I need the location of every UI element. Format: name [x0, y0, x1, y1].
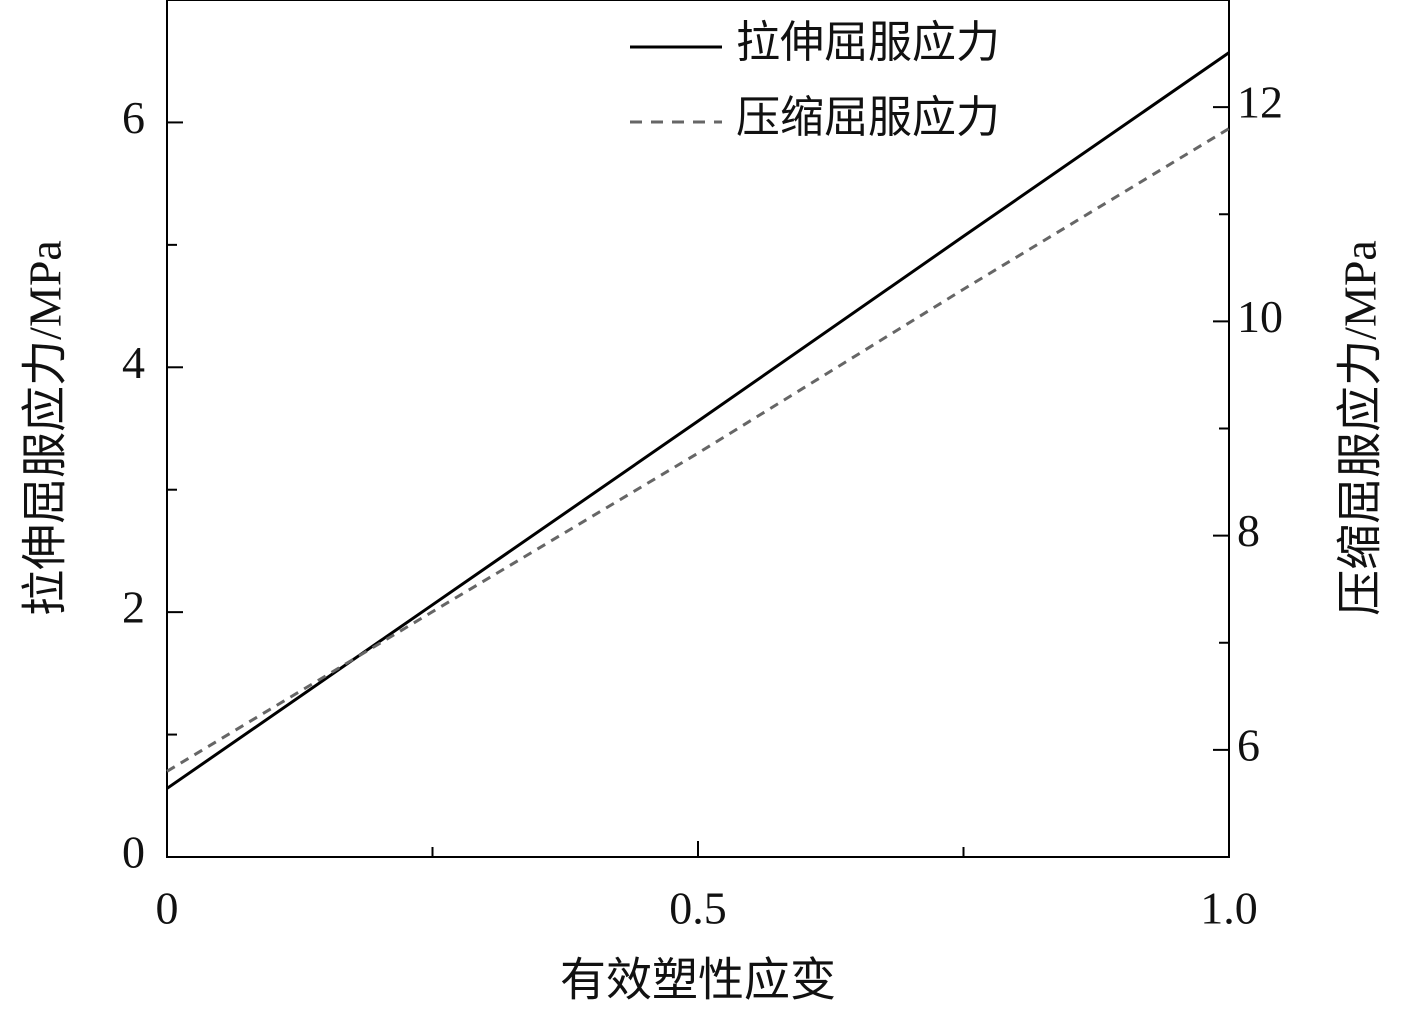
data-line — [166, 127, 1230, 773]
x-tick-label: 1.0 — [1200, 883, 1258, 934]
plot-frame — [166, 0, 1230, 858]
data-line — [166, 51, 1230, 790]
y-tick-label: 0 — [122, 827, 145, 878]
x-tick-label: 0 — [156, 883, 179, 934]
y2-tick-label: 6 — [1237, 719, 1260, 770]
y2-tick-label: 12 — [1237, 77, 1283, 128]
legend-label: 拉伸屈服应力 — [736, 18, 1000, 67]
y-tick-label: 6 — [122, 92, 145, 143]
x-tick-label: 0.5 — [669, 883, 727, 934]
y-axis-title: 拉伸屈服应力/MPa — [20, 240, 71, 616]
y2-tick-label: 8 — [1237, 505, 1260, 556]
legend-label: 压缩屈服应力 — [736, 93, 1000, 142]
y-tick-label: 2 — [122, 582, 145, 633]
y-tick-label: 4 — [122, 337, 145, 388]
y2-tick-label: 10 — [1237, 291, 1283, 342]
y2-axis-title: 压缩屈服应力/MPa — [1335, 240, 1386, 616]
x-axis-title: 有效塑性应变 — [560, 955, 836, 1006]
